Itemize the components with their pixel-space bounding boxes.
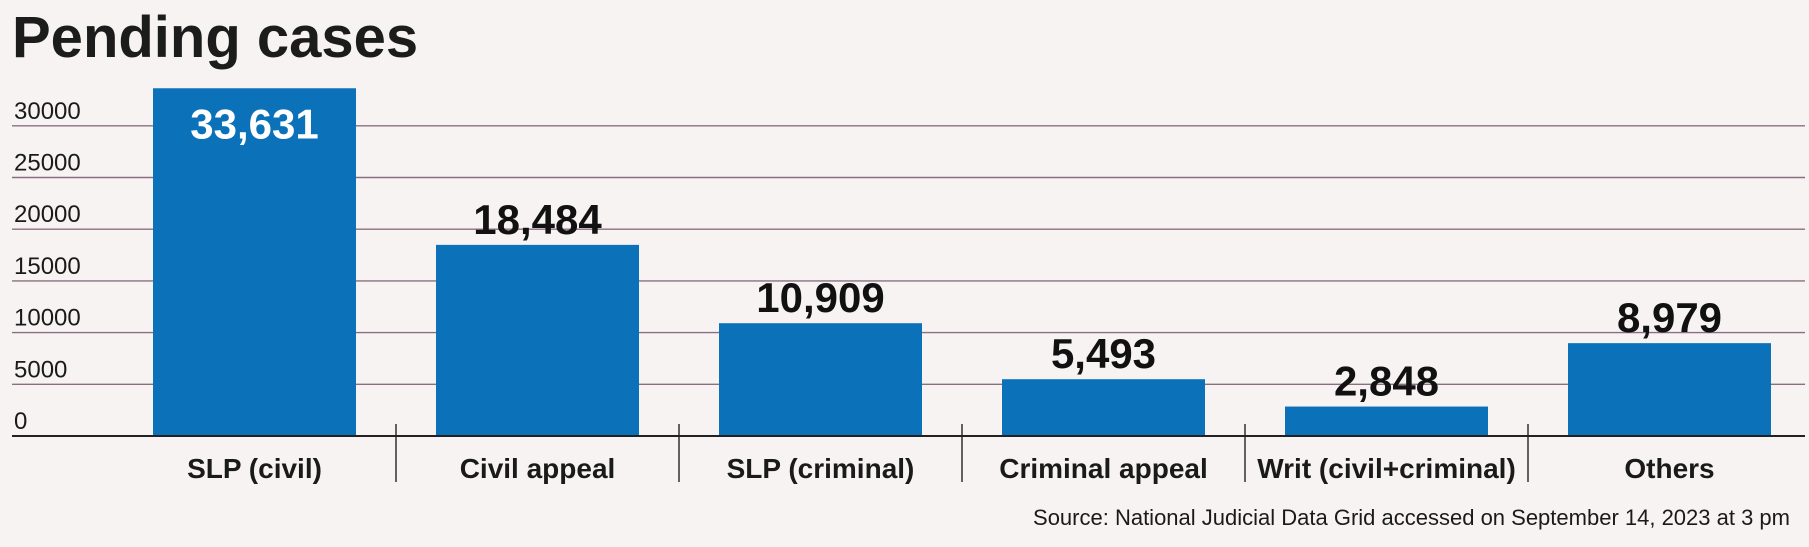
y-tick-label: 25000	[14, 150, 81, 177]
value-label: 10,909	[756, 274, 884, 321]
x-tick-label: SLP (civil)	[187, 453, 322, 484]
y-tick-label: 5000	[14, 356, 67, 383]
y-tick-label: 20000	[14, 201, 81, 228]
bar-1	[436, 244, 639, 436]
x-tick-label: SLP (criminal)	[727, 453, 915, 484]
data-labels: 33,631 18,484 10,909 5,493 2,848 8,979	[190, 100, 1722, 404]
bar-2	[719, 323, 922, 436]
source-note: Source: National Judicial Data Grid acce…	[1033, 505, 1790, 530]
value-label: 2,848	[1334, 358, 1439, 405]
y-tick-label: 30000	[14, 98, 81, 125]
value-label: 33,631	[190, 100, 318, 147]
x-tick-label: Criminal appeal	[999, 453, 1208, 484]
y-tick-label: 15000	[14, 253, 81, 280]
x-tick-label: Civil appeal	[460, 453, 616, 484]
x-tick-label: Writ (civil+criminal)	[1257, 453, 1516, 484]
x-axis-labels: SLP (civil) Civil appeal SLP (criminal) Cri…	[187, 453, 1715, 484]
bar-5	[1568, 343, 1771, 436]
bars	[153, 88, 1771, 436]
value-label: 5,493	[1051, 330, 1156, 377]
x-tick-label: Others	[1624, 453, 1714, 484]
value-label: 18,484	[473, 196, 602, 243]
category-separators	[395, 424, 1529, 482]
bar-4	[1285, 406, 1488, 436]
chart-title: Pending cases	[12, 5, 418, 70]
y-tick-label: 0	[14, 408, 27, 435]
bar-0	[153, 88, 356, 436]
y-tick-label: 10000	[14, 305, 81, 332]
y-axis-ticks: 0 5000 10000 15000 20000 25000 30000	[14, 98, 81, 435]
bar-3	[1002, 379, 1205, 436]
value-label: 8,979	[1617, 294, 1722, 341]
